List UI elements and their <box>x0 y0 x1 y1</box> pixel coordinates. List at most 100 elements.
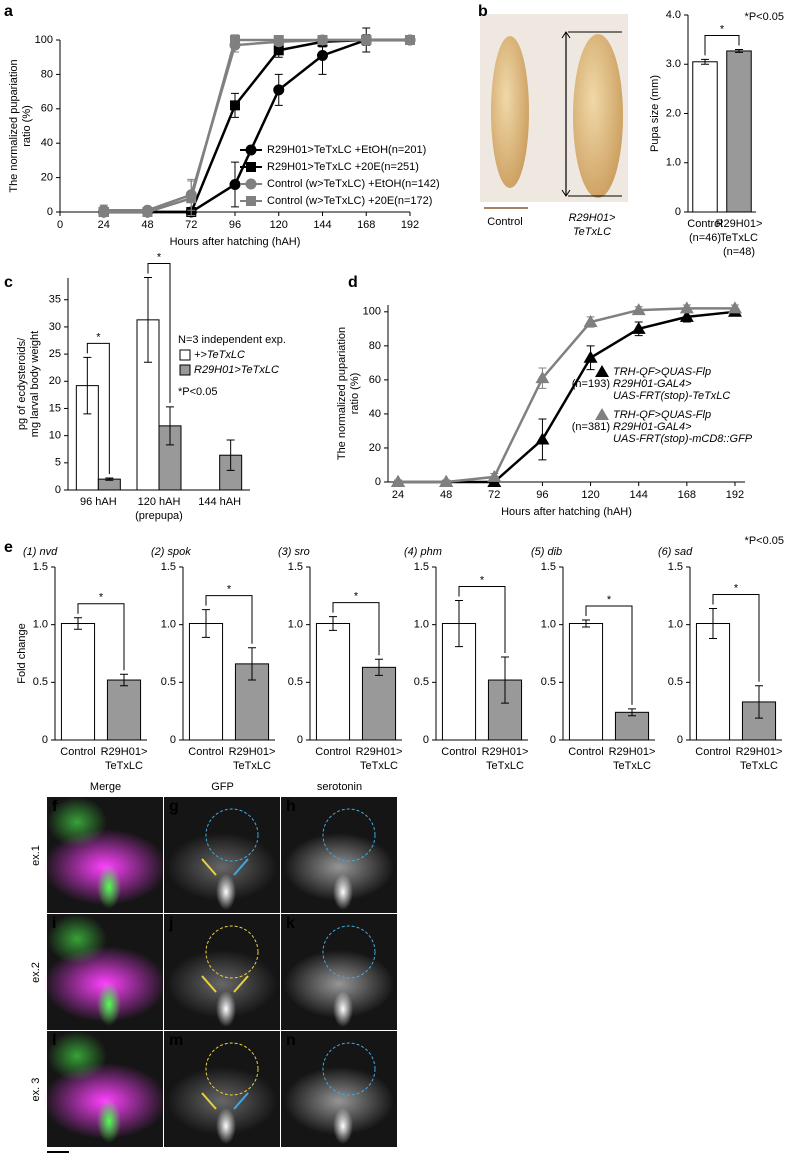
data-point <box>679 309 694 322</box>
y-tick-label: 1.0 <box>161 619 176 631</box>
y-tick-label: 1.5 <box>541 561 556 573</box>
y-tick-label: 60 <box>41 103 53 115</box>
x-tick-label: TeTxLC <box>740 760 778 772</box>
error-bar <box>202 609 210 638</box>
y-tick-label: 35 <box>49 294 61 306</box>
y-tick-label: 80 <box>369 340 381 352</box>
photo-label: TeTxLC <box>573 226 611 238</box>
y-tick-label: 25 <box>49 348 61 360</box>
legend-swatch <box>246 162 256 172</box>
series-line <box>398 307 735 484</box>
error-bar <box>709 608 717 640</box>
x-tick-label: 96 hAH <box>80 496 117 508</box>
y-tick-label: 100 <box>35 34 53 46</box>
x-tick-label: (prepupa) <box>135 510 183 522</box>
x-tick-label: TeTxLC <box>613 760 651 772</box>
arrow <box>201 1092 217 1110</box>
y-axis-label: The normalized pupariation <box>336 327 348 460</box>
stain <box>216 1108 236 1144</box>
x-tick-label: 96 <box>229 219 241 231</box>
panel-letter: f <box>52 798 58 815</box>
x-tick-label: 168 <box>678 489 696 501</box>
x-tick-label: R29H01> <box>229 746 276 758</box>
x-tick-label: 72 <box>488 489 500 501</box>
stain <box>167 833 277 901</box>
data-point <box>273 84 285 96</box>
significance-label: * <box>354 590 359 602</box>
data-point <box>317 49 328 61</box>
data-point <box>273 35 284 45</box>
legend-label: UAS-FRT(stop)-mCD8::GFP <box>613 433 753 445</box>
data-point <box>727 301 742 314</box>
stain <box>333 874 353 910</box>
stain <box>216 991 236 1027</box>
y-tick-label: 0 <box>677 734 683 746</box>
y-tick-label: 1.5 <box>161 561 176 573</box>
error-bar <box>628 708 636 717</box>
data-point <box>186 193 197 204</box>
legend-label: TRH-QF>QUAS-Flp <box>613 366 711 378</box>
y-tick-label: 0 <box>423 734 429 746</box>
y-tick-label: 2.0 <box>666 107 681 119</box>
x-tick-label: R29H01> <box>482 746 529 758</box>
y-tick-label: 0.5 <box>541 676 556 688</box>
bar <box>614 711 650 741</box>
y-tick-label: 5 <box>55 457 61 469</box>
x-tick-label: 0 <box>57 219 63 231</box>
x-tick-label: TeTxLC <box>720 232 758 244</box>
x-tick-label: 72 <box>185 219 197 231</box>
data-point <box>583 315 598 328</box>
x-tick-label: Control <box>315 746 350 758</box>
note: *P<0.05 <box>745 11 784 23</box>
error-bar <box>455 599 463 648</box>
subchart-title: (1) nvd <box>23 546 58 558</box>
photo-label: R29H01> <box>569 212 616 224</box>
stain <box>47 914 107 964</box>
stain <box>47 797 107 847</box>
x-tick-label: R29H01> <box>716 218 763 230</box>
bar <box>568 623 604 741</box>
y-tick-label: 1.5 <box>414 561 429 573</box>
error-bar <box>501 656 509 704</box>
x-tick-label: R29H01> <box>609 746 656 758</box>
bar <box>106 679 142 741</box>
y-axis-label: ratio (%) <box>21 105 33 147</box>
panel-letter: g <box>169 798 179 815</box>
x-tick-label: R29H01> <box>101 746 148 758</box>
y-tick-label: 0.5 <box>288 676 303 688</box>
data-point <box>679 301 694 314</box>
y-tick-label: 100 <box>363 306 381 318</box>
data-point <box>230 35 240 45</box>
significance-bracket <box>205 595 253 644</box>
panel-letter: j <box>168 915 173 932</box>
x-tick-label: Control <box>687 218 722 230</box>
x-tick-label: 120 <box>581 489 599 501</box>
y-tick-label: 0 <box>170 734 176 746</box>
y-tick-label: 10 <box>49 430 61 442</box>
y-tick-label: 0 <box>55 484 61 496</box>
data-point <box>142 207 153 217</box>
error-bar <box>166 406 174 446</box>
control-pupa <box>491 36 529 188</box>
x-tick-label: TeTxLC <box>233 760 271 772</box>
data-point <box>405 35 415 45</box>
bar <box>695 623 731 741</box>
stain <box>216 874 236 910</box>
x-tick-label: R29H01> <box>356 746 403 758</box>
error-bar <box>226 439 235 471</box>
arrow <box>233 975 249 993</box>
x-tick-label: 48 <box>141 219 153 231</box>
error-bar <box>755 685 763 719</box>
legend-swatch <box>179 364 191 376</box>
x-tick-label: TeTxLC <box>360 760 398 772</box>
subchart-title: (3) sro <box>278 546 310 558</box>
stain <box>284 950 394 1018</box>
data-point <box>317 35 328 45</box>
mutant-pupa <box>573 34 623 198</box>
x-tick-label: 120 <box>270 219 288 231</box>
y-tick-label: 1.5 <box>668 561 683 573</box>
stain <box>333 991 353 1027</box>
significance-bracket <box>147 262 171 403</box>
y-tick-label: 80 <box>41 68 53 80</box>
